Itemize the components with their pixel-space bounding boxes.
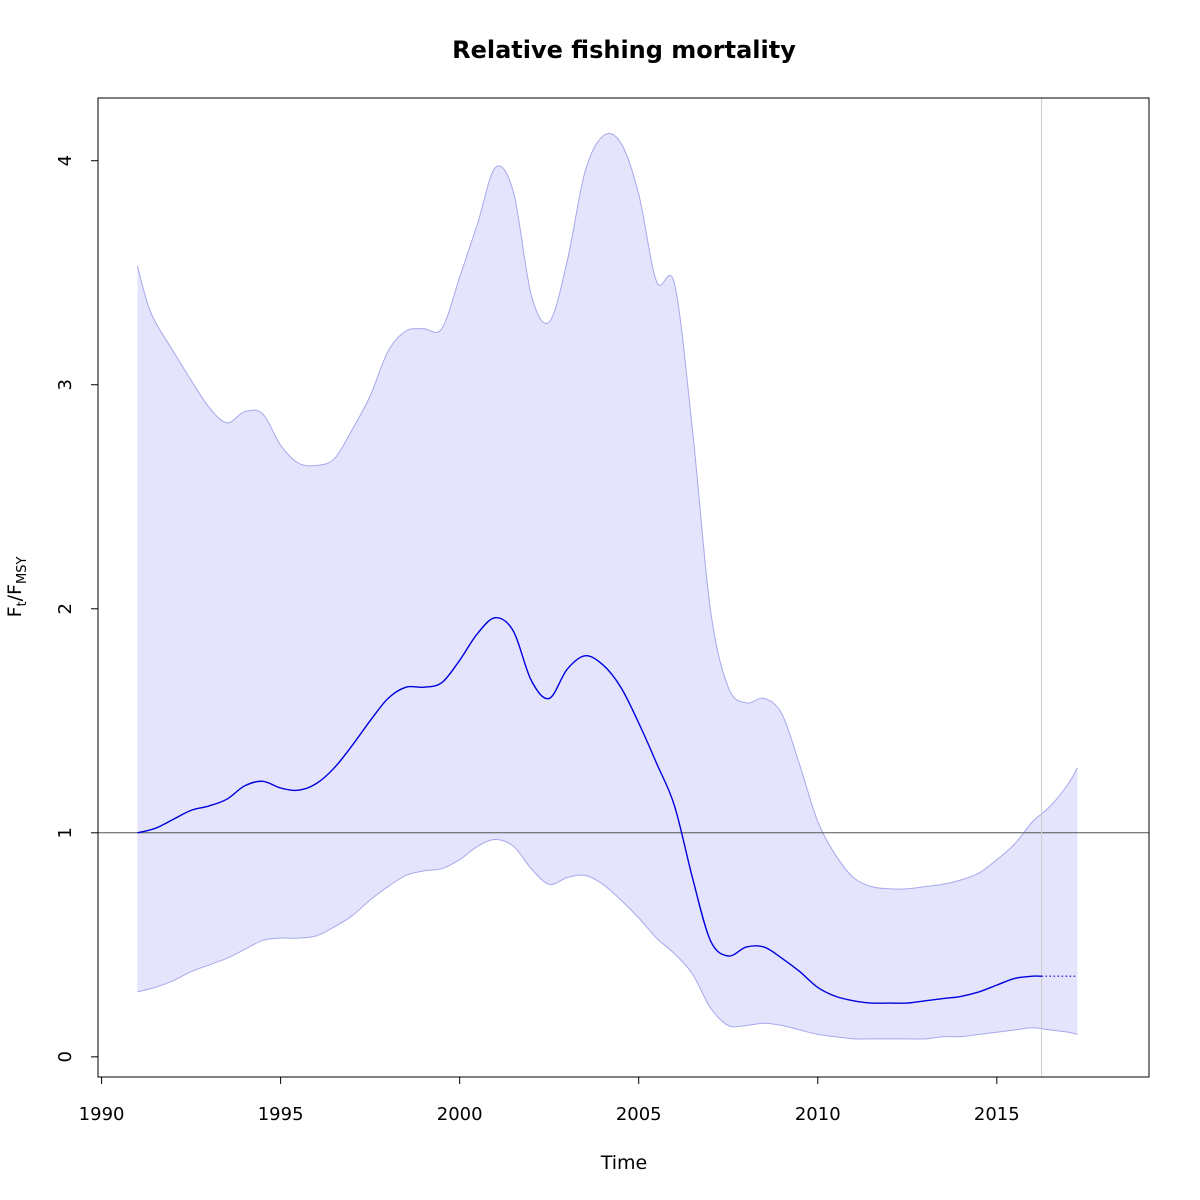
x-tick-label: 1995: [258, 1104, 304, 1125]
lower-ci-line: [137, 838, 1078, 1040]
chart-title: Relative fishing mortality: [452, 36, 796, 64]
y-tick-label: 4: [55, 155, 76, 166]
estimate-line: [137, 616, 1042, 1004]
plot-area: [98, 98, 1149, 1077]
x-tick-label: 2015: [974, 1104, 1020, 1125]
y-tick-label: 1: [55, 827, 76, 838]
y-axis: 0 1 2 3 4: [55, 155, 99, 1063]
x-tick-label: 2000: [437, 1104, 483, 1125]
x-tick-label: 2010: [795, 1104, 841, 1125]
y-tick-label: 2: [55, 603, 76, 614]
y-axis-label: Ft/FMSY: [4, 557, 30, 618]
y-label-sep: /F: [4, 584, 26, 601]
y-label-sub2: MSY: [15, 557, 30, 584]
y-tick-label: 3: [55, 379, 76, 390]
x-tick-label: 1990: [79, 1104, 125, 1125]
y-label-main: F: [4, 606, 26, 617]
y-tick-label: 0: [55, 1051, 76, 1062]
confidence-band: [137, 133, 1078, 1040]
x-axis: 1990 1995 2000 2005 2010 2015: [79, 1076, 1020, 1125]
y-label-sub1: t: [15, 601, 30, 606]
x-axis-label: Time: [600, 1152, 648, 1174]
x-tick-label: 2005: [616, 1104, 662, 1125]
upper-ci-line: [136, 133, 1078, 890]
